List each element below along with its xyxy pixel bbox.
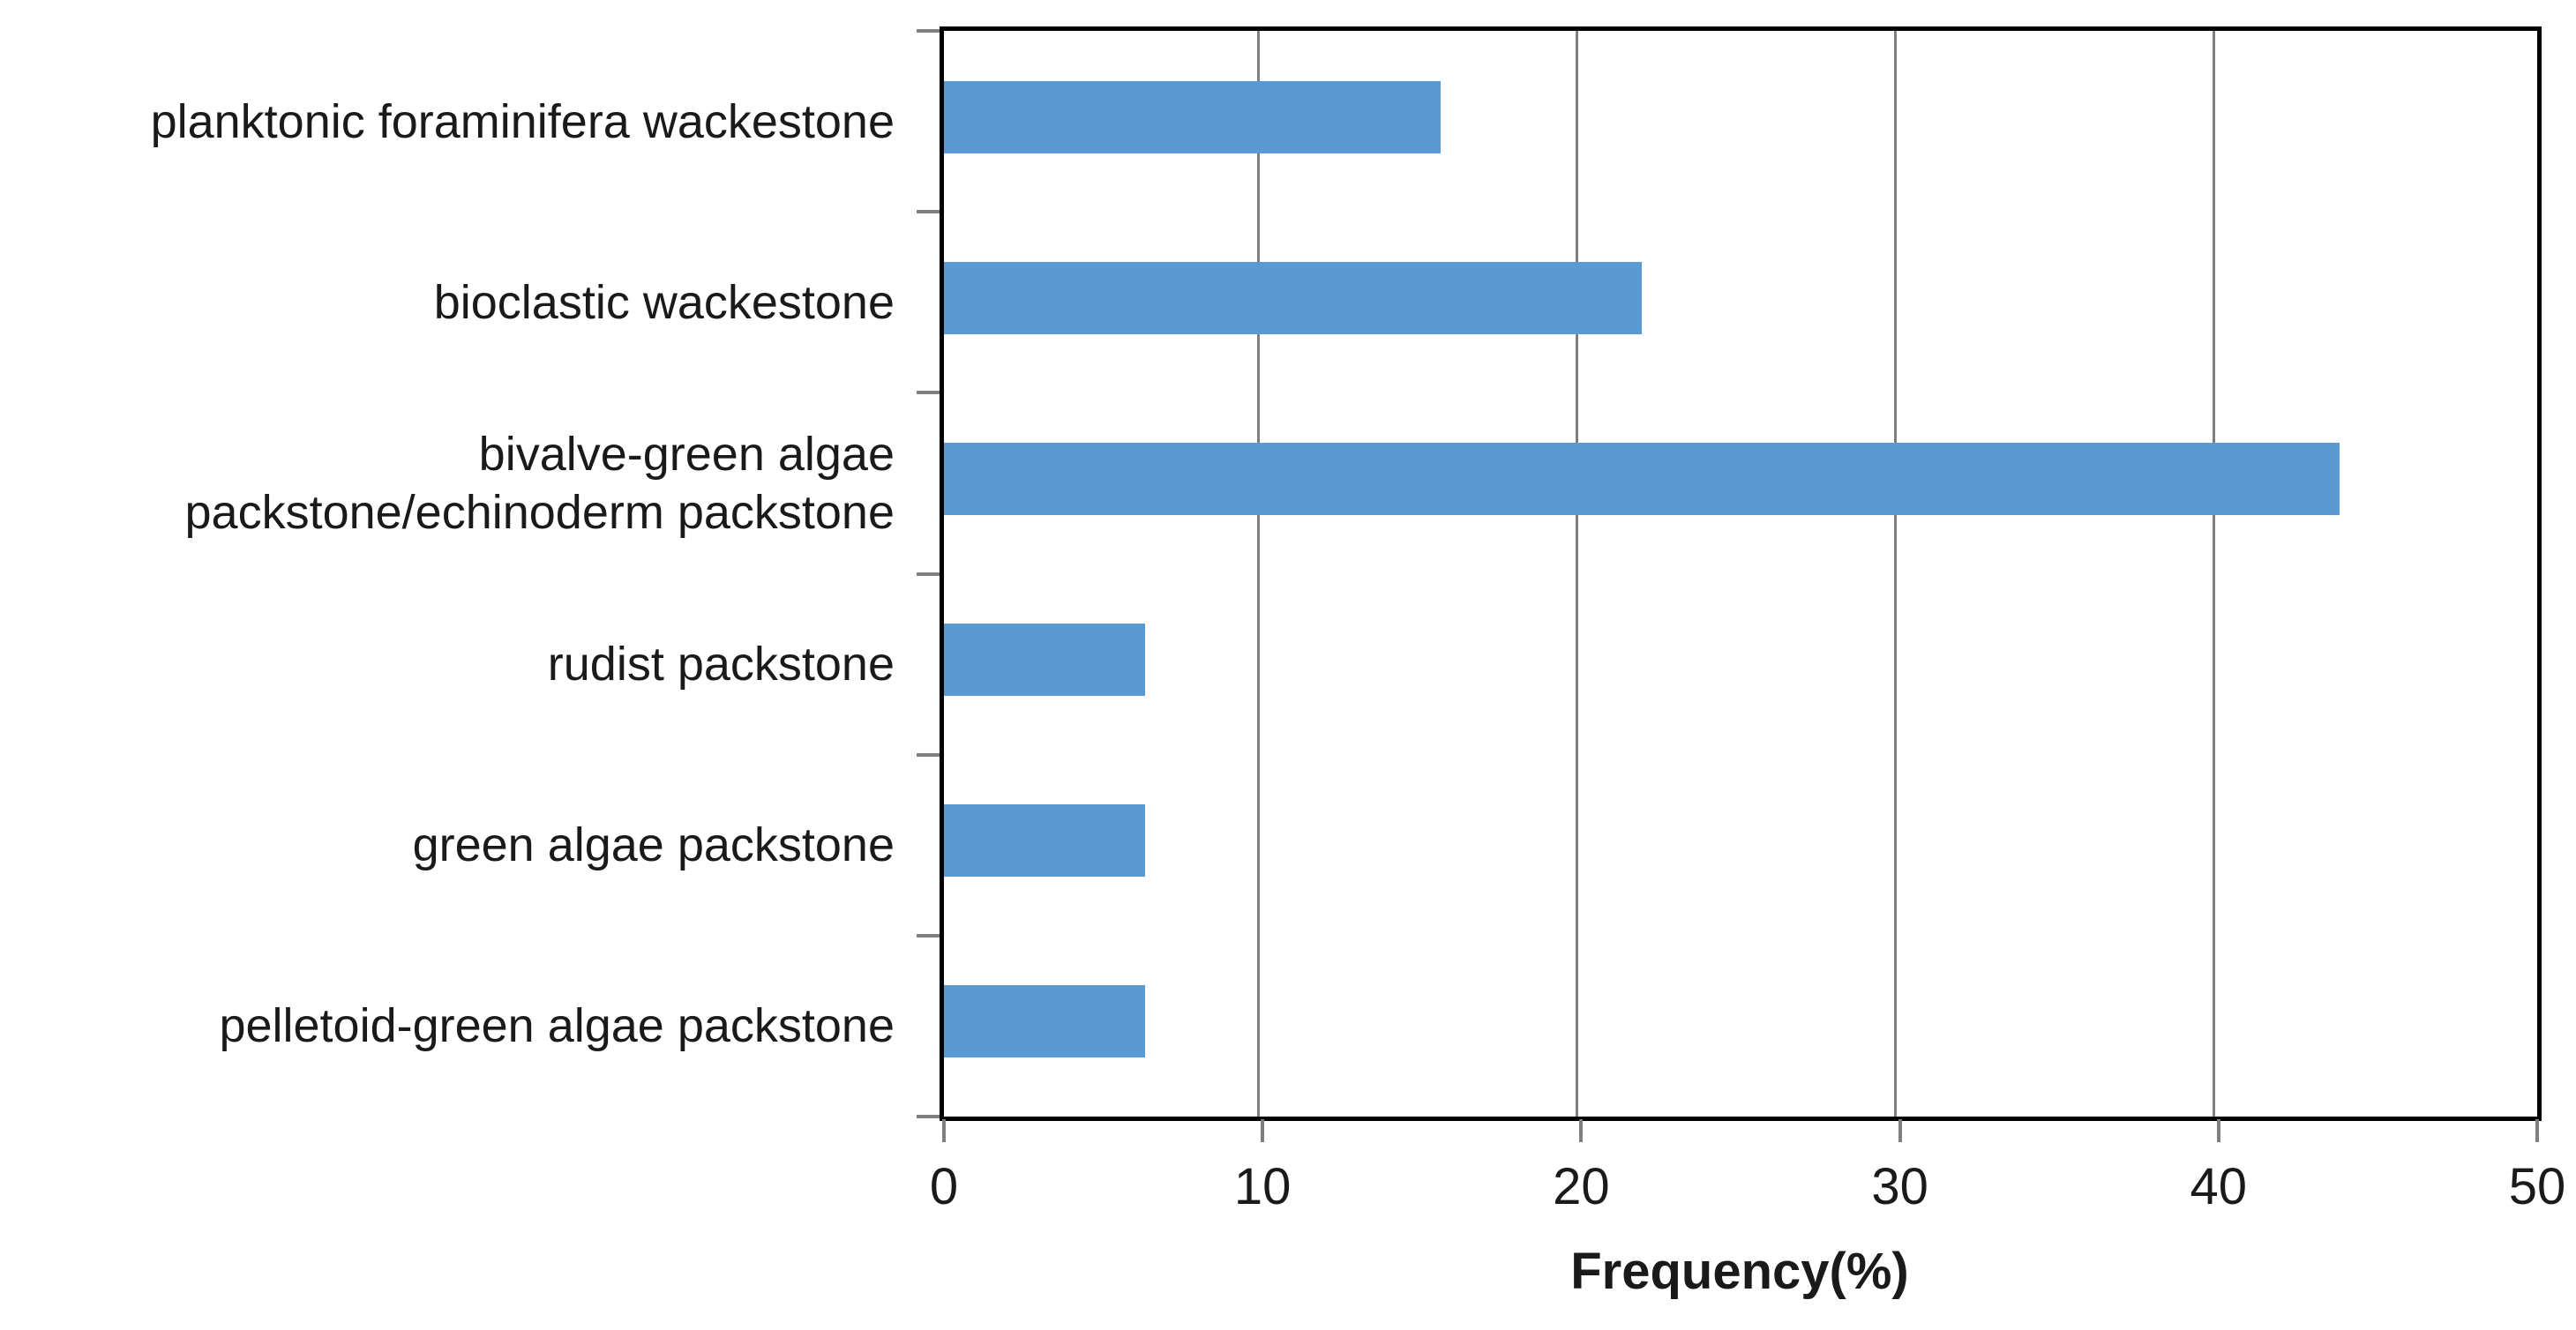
x-tick-label: 40 bbox=[2190, 1158, 2248, 1215]
x-tick bbox=[942, 1119, 946, 1142]
x-tick-label: 10 bbox=[1233, 1158, 1292, 1215]
gridline bbox=[1575, 31, 1578, 1117]
bar bbox=[944, 804, 1145, 878]
x-axis-title: Frequency(%) bbox=[1570, 1243, 1909, 1300]
category-label: bivalve-green algae packstone/echinoderm… bbox=[184, 427, 895, 539]
gridline bbox=[1256, 31, 1260, 1117]
category-tick bbox=[917, 752, 940, 757]
category-label: bioclastic wackestone bbox=[433, 275, 895, 329]
category-tick bbox=[917, 210, 940, 214]
category-tick bbox=[917, 29, 940, 33]
bar bbox=[944, 624, 1145, 697]
x-tick bbox=[1261, 1119, 1265, 1142]
x-tick-label: 0 bbox=[929, 1158, 959, 1215]
gridline bbox=[2213, 31, 2216, 1117]
category-tick bbox=[917, 1115, 940, 1118]
category-label: green algae packstone bbox=[412, 818, 895, 872]
bar bbox=[944, 80, 1442, 153]
category-tick bbox=[917, 933, 940, 938]
x-tick bbox=[1898, 1119, 1902, 1142]
category-tick bbox=[917, 391, 940, 395]
category-label: pelletoid-green algae packstone bbox=[219, 999, 895, 1053]
bar bbox=[944, 985, 1145, 1058]
bar bbox=[944, 442, 2340, 515]
category-tick bbox=[917, 572, 940, 576]
x-tick-label: 20 bbox=[1553, 1158, 1610, 1215]
x-tick-label: 30 bbox=[1871, 1158, 1928, 1215]
category-label: planktonic foraminifera wackestone bbox=[150, 94, 895, 148]
x-tick bbox=[2535, 1119, 2539, 1142]
category-label: rudist packstone bbox=[547, 638, 895, 691]
x-tick-label: 50 bbox=[2508, 1158, 2566, 1215]
x-tick bbox=[1579, 1119, 1584, 1142]
gridline bbox=[1894, 31, 1898, 1117]
x-tick bbox=[2216, 1119, 2220, 1142]
bar bbox=[944, 261, 1643, 334]
plot-area bbox=[940, 26, 2542, 1121]
